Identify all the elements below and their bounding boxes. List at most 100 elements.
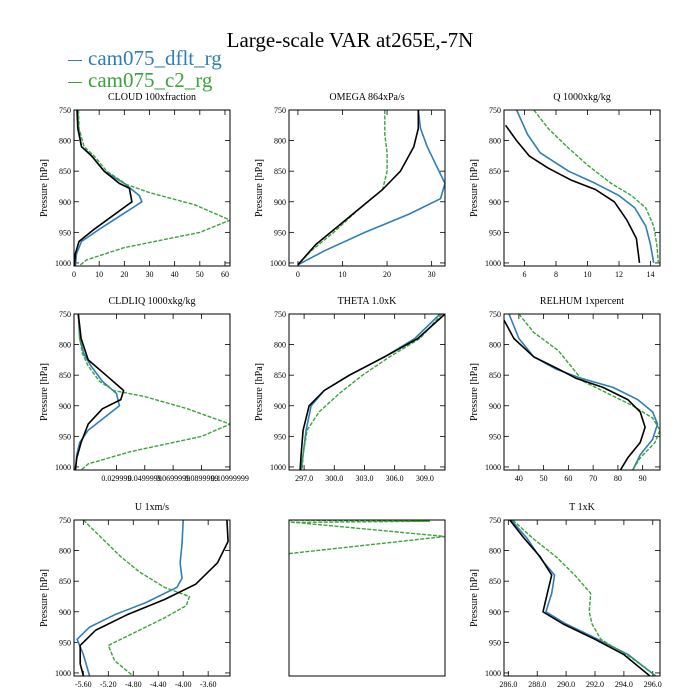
panel-4-xtick-label-2: 303.0 xyxy=(355,474,373,483)
panel-5-xtick-label-3: 70 xyxy=(589,474,597,483)
panel-6-title: U 1xm/s xyxy=(135,502,169,513)
panel-5-ytick-label-5: 1000 xyxy=(485,463,501,472)
panel-8-ylabel: Pressure [hPa] xyxy=(469,569,480,627)
panel-1-ytick-label-1: 800 xyxy=(274,137,286,146)
panel-2-xtick-label-2: 10 xyxy=(584,270,592,279)
panel-5-ytick-label-1: 800 xyxy=(489,341,501,350)
panel-7-frame xyxy=(288,519,446,677)
panel-3-xtick-label-0: 0.029999 xyxy=(101,474,131,483)
panel-0-ytick-label-3: 900 xyxy=(59,198,71,207)
panel-0-xtick-label-6: 60 xyxy=(221,270,229,279)
panel-2-ytick-label-1: 800 xyxy=(489,137,501,146)
panel-1-ytick-label-5: 1000 xyxy=(270,259,286,268)
panel-2-title: Q 1000xkg/kg xyxy=(553,92,611,103)
panel-3-ytick-label-4: 950 xyxy=(59,432,71,441)
panel-5-ytick-label-4: 950 xyxy=(489,432,501,441)
panel-6-xtick-label-0: -5.60 xyxy=(75,680,92,689)
panel-1-frame xyxy=(288,109,446,267)
panel-4-frame xyxy=(288,313,446,471)
panel-4-xtick-label-1: 300.0 xyxy=(325,474,343,483)
panel-3-series-dflt-0 xyxy=(74,314,121,470)
panel-4-ytick-label-3: 900 xyxy=(274,402,286,411)
panel-0-series-black-2 xyxy=(74,110,133,266)
panel-6-ytick-label-1: 800 xyxy=(59,547,71,556)
panel-3-series-c2-1 xyxy=(77,314,230,470)
panel-5-series-dflt-0 xyxy=(508,314,659,470)
panel-6-xtick-label-2: -4.80 xyxy=(125,680,142,689)
figure-title: Large-scale VAR at265E,-7N xyxy=(226,28,474,52)
panel-5-ylabel: Pressure [hPa] xyxy=(469,363,480,421)
panel-0-series-c2-1 xyxy=(77,110,230,266)
panel-4-ytick-label-2: 850 xyxy=(274,371,286,380)
panel-0-frame xyxy=(73,109,231,267)
panel-6-ylabel: Pressure [hPa] xyxy=(39,569,50,627)
panel-0-ytick-label-5: 1000 xyxy=(55,259,71,268)
panel-5-series-c2-1 xyxy=(518,314,660,470)
legend-entry-dflt: cam075_dflt_rg xyxy=(68,48,222,69)
panel-8-xtick-label-3: 292.0 xyxy=(586,680,604,689)
panel-8-xtick-label-5: 296.0 xyxy=(644,680,662,689)
panel-5-xtick-label-5: 90 xyxy=(639,474,647,483)
panel-6-ytick-label-2: 850 xyxy=(59,577,71,586)
panel-1-series-c2-1 xyxy=(297,110,388,266)
panel-6-xtick-label-3: -4.40 xyxy=(150,680,167,689)
panel-3-ytick-label-5: 1000 xyxy=(55,463,71,472)
panel-8-frame xyxy=(503,519,661,677)
panel-3-xtick-label-4: 0.10999999 xyxy=(211,474,249,483)
panel-1-ytick-label-3: 900 xyxy=(274,198,286,207)
panel-6-series-dflt-0 xyxy=(76,520,184,676)
panel-5-ytick-label-2: 850 xyxy=(489,371,501,380)
legend-dash-dflt xyxy=(68,59,82,61)
panel-6-xtick-label-4: -4.00 xyxy=(175,680,192,689)
panel-2-ytick-label-0: 750 xyxy=(489,106,501,115)
panel-0-xtick-label-4: 40 xyxy=(171,270,179,279)
panel-8-ytick-label-0: 750 xyxy=(489,516,501,525)
panel-1-series-black-2 xyxy=(297,110,420,266)
panel-1-xtick-label-1: 10 xyxy=(338,270,346,279)
panel-6-frame xyxy=(73,519,231,677)
panel-3-ylabel: Pressure [hPa] xyxy=(39,363,50,421)
panel-8-xtick-label-0: 286.0 xyxy=(499,680,517,689)
panel-4-ytick-label-1: 800 xyxy=(274,341,286,350)
panel-8-title: T 1xK xyxy=(569,502,595,513)
panel-3-frame xyxy=(73,313,231,471)
legend-dash-c2 xyxy=(68,81,82,83)
panel-5-title: RELHUM 1xpercent xyxy=(540,296,624,307)
panel-2-xtick-label-3: 12 xyxy=(615,270,623,279)
panel-2-series-black-2 xyxy=(504,124,641,264)
panel-8-ytick-label-1: 800 xyxy=(489,547,501,556)
panel-2-ylabel: Pressure [hPa] xyxy=(469,159,480,217)
panel-3-ytick-label-0: 750 xyxy=(59,310,71,319)
panel-6-xtick-label-5: -3.60 xyxy=(200,680,217,689)
panel-8-series-black-2 xyxy=(509,520,651,676)
panel-2-xtick-label-4: 14 xyxy=(647,270,655,279)
panel-3-ytick-label-3: 900 xyxy=(59,402,71,411)
panel-4-xtick-label-3: 306.0 xyxy=(386,474,404,483)
panel-8-ytick-label-3: 900 xyxy=(489,608,501,617)
panel-1-ylabel: Pressure [hPa] xyxy=(254,159,265,217)
panel-6-ytick-label-0: 750 xyxy=(59,516,71,525)
panel-2-series-c2-1 xyxy=(533,110,660,263)
panel-2-series-dflt-0 xyxy=(515,110,655,264)
panel-7-series-c2-1 xyxy=(289,521,445,555)
panel-3-ytick-label-1: 800 xyxy=(59,341,71,350)
panel-5-frame xyxy=(503,313,661,471)
panel-8-xtick-label-2: 290.0 xyxy=(557,680,575,689)
panel-3-ytick-label-2: 850 xyxy=(59,371,71,380)
legend-label-dflt: cam075_dflt_rg xyxy=(88,46,222,70)
legend-label-c2: cam075_c2_rg xyxy=(88,68,213,92)
panel-8-series-dflt-0 xyxy=(510,520,657,676)
panel-4-xtick-label-0: 297.0 xyxy=(295,474,313,483)
panel-0-xtick-label-0: 0 xyxy=(72,270,76,279)
panel-3-title: CLDLIQ 1000xkg/kg xyxy=(109,296,196,307)
panel-2-ytick-label-3: 900 xyxy=(489,198,501,207)
panel-0-xtick-label-1: 10 xyxy=(95,270,103,279)
panel-6-series-c2-1 xyxy=(82,520,191,676)
panel-4-series-black-2 xyxy=(299,314,445,470)
panel-6-series-black-2 xyxy=(79,520,229,676)
panel-4-ylabel: Pressure [hPa] xyxy=(254,363,265,421)
panel-8-xtick-label-4: 294.0 xyxy=(615,680,633,689)
panel-4-series-c2-1 xyxy=(301,314,443,470)
panel-4-ytick-label-0: 750 xyxy=(274,310,286,319)
panel-8-series-c2-1 xyxy=(512,520,657,676)
